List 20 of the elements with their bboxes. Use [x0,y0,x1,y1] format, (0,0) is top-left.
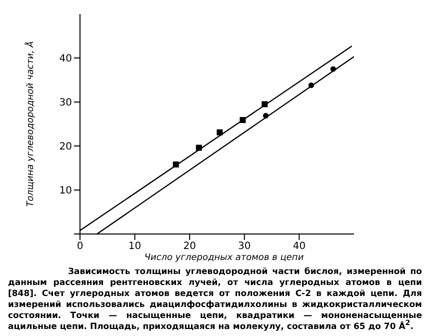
point [216,129,223,136]
point [196,144,202,151]
point [240,117,246,124]
point [262,101,268,108]
point [330,66,336,72]
y-tick-label: 40 [59,54,72,65]
point [308,82,314,88]
point [172,161,179,168]
x-axis-title: Число углеродных атомов в цепи [143,252,305,265]
y-axis-title: Толщина углеводородной части, Å [24,41,36,207]
x-tick-label: 10 [128,241,142,252]
y-tick-label: 30 [59,98,72,109]
point [262,112,269,118]
x-tick-label: 30 [238,241,251,252]
y-tick-label: 10 [59,186,72,197]
y-tick-label: 20 [59,142,72,153]
x-tick-label: 20 [183,241,196,252]
x-tick-label: 40 [292,241,306,252]
x-tick-label: 0 [76,241,84,252]
text: Зависимость толщины углеводородной части бислоя, измеренной по данным рассеяния рентгеновских лучей, от числа углеродных атомов в цепи [848]. Счет углеродных атомов ведется от положения С-2 в каждой цепи. Для измерений использовались диацилфосфатидилхолины в жидкокристаллическом состоянии. Точки — насыщенные цепи, квадратики — мононенасыщенные ацильные цепи. Площадь, приходящаяся на молекулу, составила от 65 до 70 Å$^{2}$. [8,267,422,333]
